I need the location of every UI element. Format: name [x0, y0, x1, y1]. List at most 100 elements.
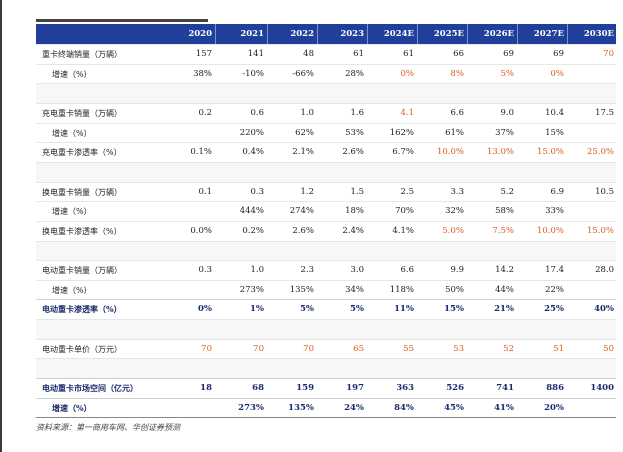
table-header: [36, 24, 616, 44]
header-year: 2021: [240, 29, 264, 39]
cell-value: 1%: [250, 304, 264, 315]
cell-value: 84%: [394, 402, 414, 413]
cell-value: 9.9: [450, 265, 464, 276]
cell-value: 61: [353, 49, 364, 59]
cell-value: 526: [446, 383, 464, 394]
cell-value: [568, 65, 614, 84]
table-row: 换电重卡渗透率（%） 0.0% 0.2% 2.6% 2.4% 4.1% 5.0% 7.5% 10…: [36, 220, 616, 241]
cell-value: 69: [553, 49, 564, 59]
row-label: 增速（%）: [52, 285, 92, 295]
cell-value: 273%: [238, 402, 264, 413]
cell-value: 0.3: [198, 265, 212, 276]
cell-value: 51: [553, 343, 564, 354]
cell-value: 0%: [550, 68, 565, 79]
cell-value: 5.0%: [442, 225, 464, 236]
header-separator: [367, 24, 368, 44]
header-separator: [215, 24, 216, 44]
header-year: 2030E: [583, 29, 614, 39]
cell-value: 135%: [288, 402, 314, 413]
cell-value: 66: [453, 49, 464, 59]
cell-value: 6.7%: [392, 147, 414, 158]
cell-value: 159: [296, 383, 314, 394]
cell-value: 50%: [445, 284, 464, 295]
cell-value: 45%: [444, 402, 464, 413]
cell-value: [166, 399, 212, 418]
cell-value: 1.5: [350, 186, 364, 197]
cell-value: 68: [252, 383, 264, 394]
header-year: 2027E: [533, 29, 564, 39]
cell-value: 40%: [594, 304, 614, 315]
cell-value: 6.9: [550, 186, 564, 197]
cell-value: 157: [195, 49, 212, 59]
cell-value: 10.4: [545, 107, 564, 118]
cell-value: 5%: [500, 68, 515, 79]
cell-value: 55: [403, 343, 414, 354]
header-year: 2025E: [433, 29, 464, 39]
cell-value: 70: [201, 343, 212, 354]
spacer-row: [36, 83, 616, 104]
cell-value: 32%: [445, 206, 464, 217]
cell-value: 61: [403, 49, 414, 59]
cell-value: 220%: [239, 127, 264, 138]
row-label: 充电重卡销量（万辆）: [42, 108, 122, 118]
cell-value: 25.0%: [586, 147, 614, 158]
cell-value: 2.3: [300, 265, 314, 276]
table-row: 增速（%） 273% 135% 24% 84% 45% 41% 20%: [36, 397, 616, 418]
header-separator: [267, 24, 268, 44]
cell-value: 197: [346, 383, 364, 394]
cell-value: 1.6: [350, 107, 364, 118]
header-separator: [317, 24, 318, 44]
cell-value: 10.5: [595, 186, 614, 197]
cell-value: 273%: [239, 284, 264, 295]
cell-value: 28.0: [595, 265, 614, 276]
cell-value: 52: [503, 343, 514, 354]
table-row: 增速（%） 220% 62% 53% 162% 61% 37% 15%: [36, 122, 616, 143]
source-note: 资料来源：第一商用车网、华创证券预测: [36, 423, 180, 432]
cell-value: 0.2: [198, 107, 212, 118]
header-year: 2020: [188, 29, 212, 39]
cell-value: 886: [546, 383, 564, 394]
cell-value: 363: [396, 383, 414, 394]
cell-value: 0.1%: [190, 147, 212, 158]
cell-value: 7.5%: [492, 225, 514, 236]
cell-value: 9.0: [500, 107, 514, 118]
cell-value: 37%: [495, 127, 514, 138]
cell-value: 8%: [450, 68, 465, 79]
cell-value: 2.6%: [292, 225, 314, 236]
cell-value: 1.2: [300, 186, 314, 197]
row-label: 电动重卡渗透率（%）: [42, 304, 122, 315]
cell-value: 28%: [345, 68, 364, 79]
cell-value: -66%: [292, 68, 314, 79]
cell-value: 0.6: [250, 107, 264, 118]
cell-value: 0.4%: [242, 147, 264, 158]
cell-value: 33%: [545, 206, 564, 217]
header-separator: [467, 24, 468, 44]
table-row: 电动重卡单价（万元） 70 70 70 65 55 53 52 51 50: [36, 338, 616, 359]
cell-value: 4.1: [400, 107, 414, 118]
cell-value: 10.0%: [536, 225, 564, 236]
spacer-row: [36, 161, 616, 182]
cell-value: 17.5: [595, 107, 614, 118]
row-label: 电动重卡单价（万元）: [42, 344, 122, 354]
cell-value: 21%: [494, 304, 514, 315]
cell-value: 18%: [345, 206, 364, 217]
cell-value: [568, 124, 614, 143]
cell-value: 15%: [545, 127, 564, 138]
cell-value: 20%: [544, 402, 564, 413]
cell-value: [166, 281, 212, 300]
table-row: 充电重卡渗透率（%） 0.1% 0.4% 2.1% 2.6% 6.7% 10.0% 13.0%…: [36, 142, 616, 162]
cell-value: 274%: [289, 206, 314, 217]
cell-value: 13.0%: [486, 147, 514, 158]
cell-value: 25%: [544, 304, 564, 315]
row-label: 电动重卡销量（万辆）: [42, 266, 122, 276]
cell-value: 5%: [350, 304, 364, 315]
cell-value: 5%: [300, 304, 314, 315]
header-year: 2024E: [383, 29, 414, 39]
cell-value: 0.1: [198, 186, 212, 197]
left-edge-border: [0, 0, 2, 452]
cell-value: 70: [603, 49, 614, 59]
header-year: 2023: [340, 29, 364, 39]
header-year: 2022: [290, 29, 314, 39]
cell-value: 444%: [239, 206, 264, 217]
table-row: 电动重卡销量（万辆） 0.3 1.0 2.3 3.0 6.6 9.9 14.2 17.4 28.0: [36, 260, 616, 280]
